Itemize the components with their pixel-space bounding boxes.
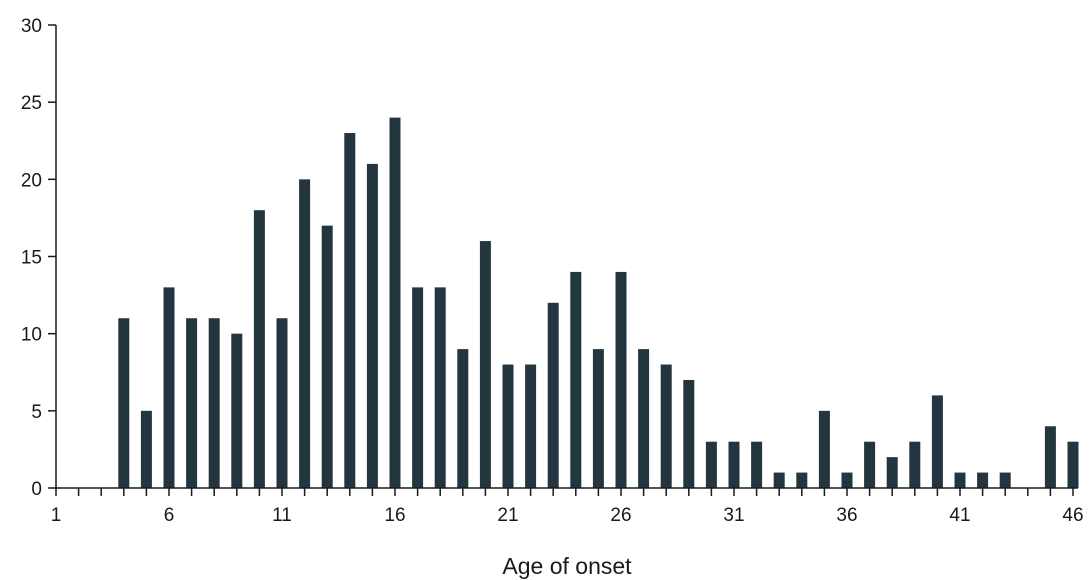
y-tick-label: 20 — [21, 170, 42, 191]
bar-age-15 — [366, 163, 378, 488]
bar-age-4 — [118, 318, 130, 488]
bar-age-5 — [140, 410, 152, 488]
bar-age-27 — [638, 349, 650, 488]
x-tick-label: 21 — [497, 505, 518, 526]
bar-age-9 — [231, 333, 243, 488]
y-axis: 0 5 10 15 20 25 30 — [21, 16, 57, 500]
bar-age-38 — [886, 457, 898, 488]
bar-age-8 — [208, 318, 220, 488]
x-tick-label: 16 — [384, 505, 405, 526]
bar-age-25 — [592, 349, 604, 488]
bars — [118, 117, 1079, 488]
bar-age-26 — [615, 271, 627, 488]
y-tick-label: 25 — [21, 93, 42, 114]
y-tick-label: 15 — [21, 248, 42, 269]
x-tick-label: 46 — [1062, 505, 1083, 526]
bar-age-35 — [818, 410, 830, 488]
x-axis: 1 6 11 16 21 26 31 36 41 46 — [51, 487, 1084, 526]
bar-age-20 — [479, 241, 491, 488]
bar-age-13 — [321, 225, 333, 488]
bar-age-19 — [457, 349, 469, 488]
bar-age-40 — [931, 395, 943, 488]
bar-age-29 — [683, 379, 695, 488]
bar-age-22 — [525, 364, 537, 488]
x-tick-label: 36 — [836, 505, 857, 526]
y-tick-label: 5 — [31, 402, 42, 423]
bar-age-10 — [253, 210, 265, 488]
bar-age-39 — [909, 441, 921, 488]
bar-age-24 — [570, 271, 582, 488]
x-axis-title: Age of onset — [502, 553, 632, 579]
bar-age-45 — [1044, 426, 1056, 488]
bar-age-46 — [1067, 441, 1079, 488]
bar-age-41 — [954, 472, 966, 488]
bar-age-43 — [999, 472, 1011, 488]
bar-age-16 — [389, 117, 401, 488]
bar-age-23 — [547, 302, 559, 488]
x-tick-label: 41 — [949, 505, 970, 526]
bar-age-14 — [344, 133, 356, 488]
x-tick-label: 31 — [723, 505, 744, 526]
bar-age-32 — [751, 441, 763, 488]
bar-age-18 — [434, 287, 446, 488]
x-tick-label: 26 — [610, 505, 631, 526]
y-tick-label: 0 — [31, 479, 42, 500]
bar-age-17 — [412, 287, 424, 488]
bar-age-31 — [728, 441, 740, 488]
bar-age-6 — [163, 287, 175, 488]
bar-age-37 — [864, 441, 876, 488]
bar-age-28 — [660, 364, 672, 488]
x-tick-label: 11 — [272, 505, 292, 526]
bar-age-36 — [841, 472, 853, 488]
bar-age-30 — [705, 441, 717, 488]
bar-age-34 — [796, 472, 808, 488]
x-tick-label: 6 — [164, 505, 175, 526]
x-tick-label: 1 — [51, 505, 62, 526]
bar-age-7 — [186, 318, 198, 488]
y-tick-label: 10 — [21, 325, 42, 346]
y-tick-label: 30 — [21, 16, 42, 37]
bar-age-21 — [502, 364, 514, 488]
bar-age-33 — [773, 472, 785, 488]
bar-age-42 — [977, 472, 989, 488]
bar-age-11 — [276, 318, 288, 488]
bar-age-12 — [299, 179, 311, 488]
